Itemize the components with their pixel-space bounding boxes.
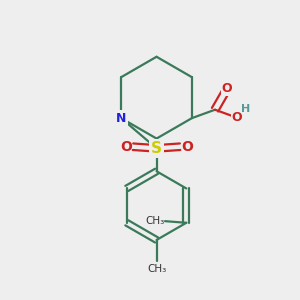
Text: CH₃: CH₃	[146, 216, 165, 226]
Text: O: O	[182, 140, 193, 154]
Text: H: H	[241, 104, 250, 114]
Text: N: N	[116, 112, 126, 124]
Text: S: S	[151, 141, 162, 156]
Text: O: O	[231, 112, 242, 124]
Text: CH₃: CH₃	[147, 264, 166, 274]
Text: O: O	[221, 82, 232, 95]
Text: O: O	[120, 140, 132, 154]
